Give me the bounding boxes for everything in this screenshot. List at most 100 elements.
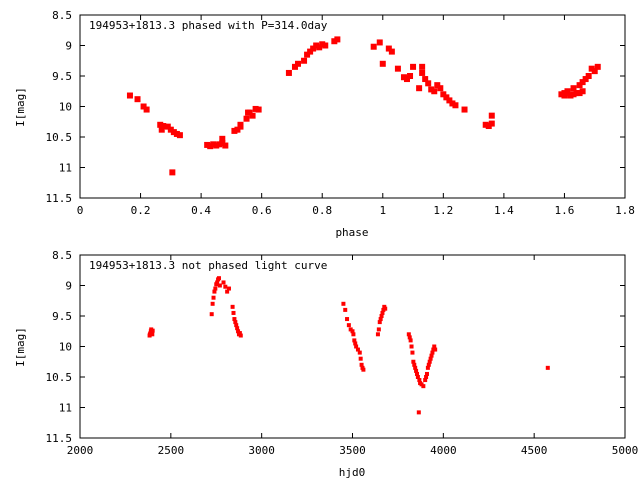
plot-frame xyxy=(79,254,626,439)
data-point xyxy=(238,333,243,338)
data-point xyxy=(383,306,388,311)
data-point xyxy=(207,143,214,150)
data-point xyxy=(316,44,323,51)
data-point xyxy=(370,43,377,50)
data-point xyxy=(219,135,226,142)
data-point xyxy=(217,283,222,288)
chart-title: 194953+1813.3 not phased light curve xyxy=(89,259,327,272)
data-point xyxy=(211,295,216,300)
data-point xyxy=(573,90,580,97)
data-point xyxy=(150,328,155,333)
data-point xyxy=(164,123,171,130)
x-tick-label: 1 xyxy=(379,204,386,217)
data-point xyxy=(352,338,357,343)
data-point xyxy=(322,42,329,49)
data-point xyxy=(378,317,383,322)
data-point xyxy=(167,126,174,133)
data-point xyxy=(301,57,308,64)
data-point xyxy=(359,362,364,367)
data-point xyxy=(357,350,362,355)
data-point xyxy=(585,73,592,79)
data-point xyxy=(213,142,220,149)
data-point xyxy=(221,280,226,285)
data-point xyxy=(576,90,583,97)
x-tick-label: 3000 xyxy=(248,444,275,457)
x-tick-label: 1.2 xyxy=(433,204,453,217)
data-point xyxy=(223,284,228,289)
data-point xyxy=(452,102,459,109)
y-axis-label: I[mag] xyxy=(14,327,27,367)
data-point xyxy=(215,280,220,285)
data-point xyxy=(233,320,238,325)
data-point xyxy=(432,344,437,349)
y-axis-label: I[mag] xyxy=(14,87,27,127)
data-point xyxy=(345,317,350,322)
data-point xyxy=(424,375,429,379)
data-point xyxy=(249,112,256,119)
data-point xyxy=(416,85,423,92)
x-tick-label: 1.8 xyxy=(615,204,635,217)
data-point xyxy=(414,368,419,373)
data-point xyxy=(232,317,237,322)
data-points xyxy=(126,36,601,176)
data-point xyxy=(404,76,410,83)
data-point xyxy=(252,105,259,112)
data-point xyxy=(485,123,492,130)
data-point xyxy=(407,73,414,79)
data-point xyxy=(304,51,311,58)
data-point xyxy=(361,367,366,372)
data-point xyxy=(134,96,141,103)
data-point xyxy=(237,331,242,336)
data-point xyxy=(423,378,428,383)
y-tick-label: 8.5 xyxy=(52,9,72,22)
data-point xyxy=(231,310,236,315)
data-point xyxy=(440,91,447,98)
data-point xyxy=(346,323,351,328)
data-point xyxy=(341,301,346,306)
data-point xyxy=(379,314,384,318)
data-point xyxy=(434,82,441,89)
data-point xyxy=(307,48,314,55)
x-axis-label: hjd0 xyxy=(339,466,366,479)
data-point xyxy=(424,371,429,376)
data-point xyxy=(173,130,180,137)
data-point xyxy=(376,39,383,46)
data-point xyxy=(355,347,360,352)
data-point xyxy=(295,60,301,67)
data-point xyxy=(375,332,380,337)
data-point xyxy=(143,106,150,113)
data-point xyxy=(354,344,359,349)
y-tick-label: 9.5 xyxy=(52,310,72,323)
data-point xyxy=(446,97,453,104)
data-point xyxy=(210,141,217,148)
data-point xyxy=(488,120,495,127)
data-point xyxy=(126,92,133,99)
data-point xyxy=(170,129,177,136)
data-point xyxy=(417,378,422,383)
data-point xyxy=(213,286,218,291)
data-points xyxy=(147,276,550,415)
data-point xyxy=(231,127,238,134)
x-tick-label: 0.2 xyxy=(131,204,151,217)
data-point xyxy=(430,350,435,355)
data-point xyxy=(576,82,583,89)
data-point xyxy=(388,48,395,55)
data-point xyxy=(235,326,240,331)
data-point xyxy=(226,286,231,291)
data-point xyxy=(204,141,211,148)
phased-light-curve-chart: 194953+1813.3 phased with P=314.0day pha… xyxy=(14,9,635,239)
x-tick-label: 5000 xyxy=(612,444,639,457)
data-point xyxy=(212,289,217,294)
data-point xyxy=(427,359,432,364)
data-point xyxy=(222,142,229,149)
data-point xyxy=(410,350,415,355)
data-point xyxy=(334,36,341,43)
data-point xyxy=(579,88,586,95)
data-point xyxy=(428,356,433,361)
data-point xyxy=(579,79,586,86)
data-point xyxy=(351,332,356,337)
data-point xyxy=(461,106,468,113)
data-point xyxy=(406,332,411,337)
plot-frame xyxy=(79,14,626,199)
